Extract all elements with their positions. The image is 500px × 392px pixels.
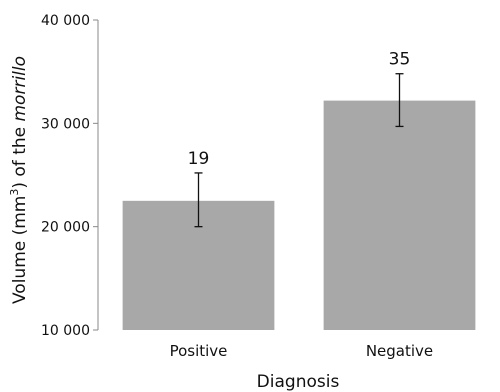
y-tick-label: 10 000: [41, 323, 90, 339]
y-tick-label: 20 000: [41, 220, 90, 236]
bar-negative: [323, 100, 476, 330]
y-axis: 10 000 20 000 30 000 40 000: [41, 13, 99, 339]
x-axis-title: Diagnosis: [257, 372, 340, 392]
error-bars: [194, 73, 404, 228]
y-axis-title-italic: morrillo: [10, 56, 30, 122]
x-axis: Positive Negative: [170, 342, 434, 360]
y-tick-label: 40 000: [41, 13, 90, 29]
y-tick-label: 30 000: [41, 116, 90, 132]
data-label: 35: [389, 50, 411, 70]
x-tick-label: Positive: [170, 342, 228, 360]
bars: [122, 100, 476, 330]
y-axis-title-mid: ) of the: [10, 121, 30, 188]
x-tick-label: Negative: [366, 342, 433, 360]
y-axis-title-prefix: Volume (mm: [10, 196, 30, 304]
data-label: 19: [188, 149, 210, 169]
y-axis-title-superscript: 3: [8, 189, 21, 196]
y-axis-title: Volume (mm3) of the morrillo: [8, 56, 30, 304]
